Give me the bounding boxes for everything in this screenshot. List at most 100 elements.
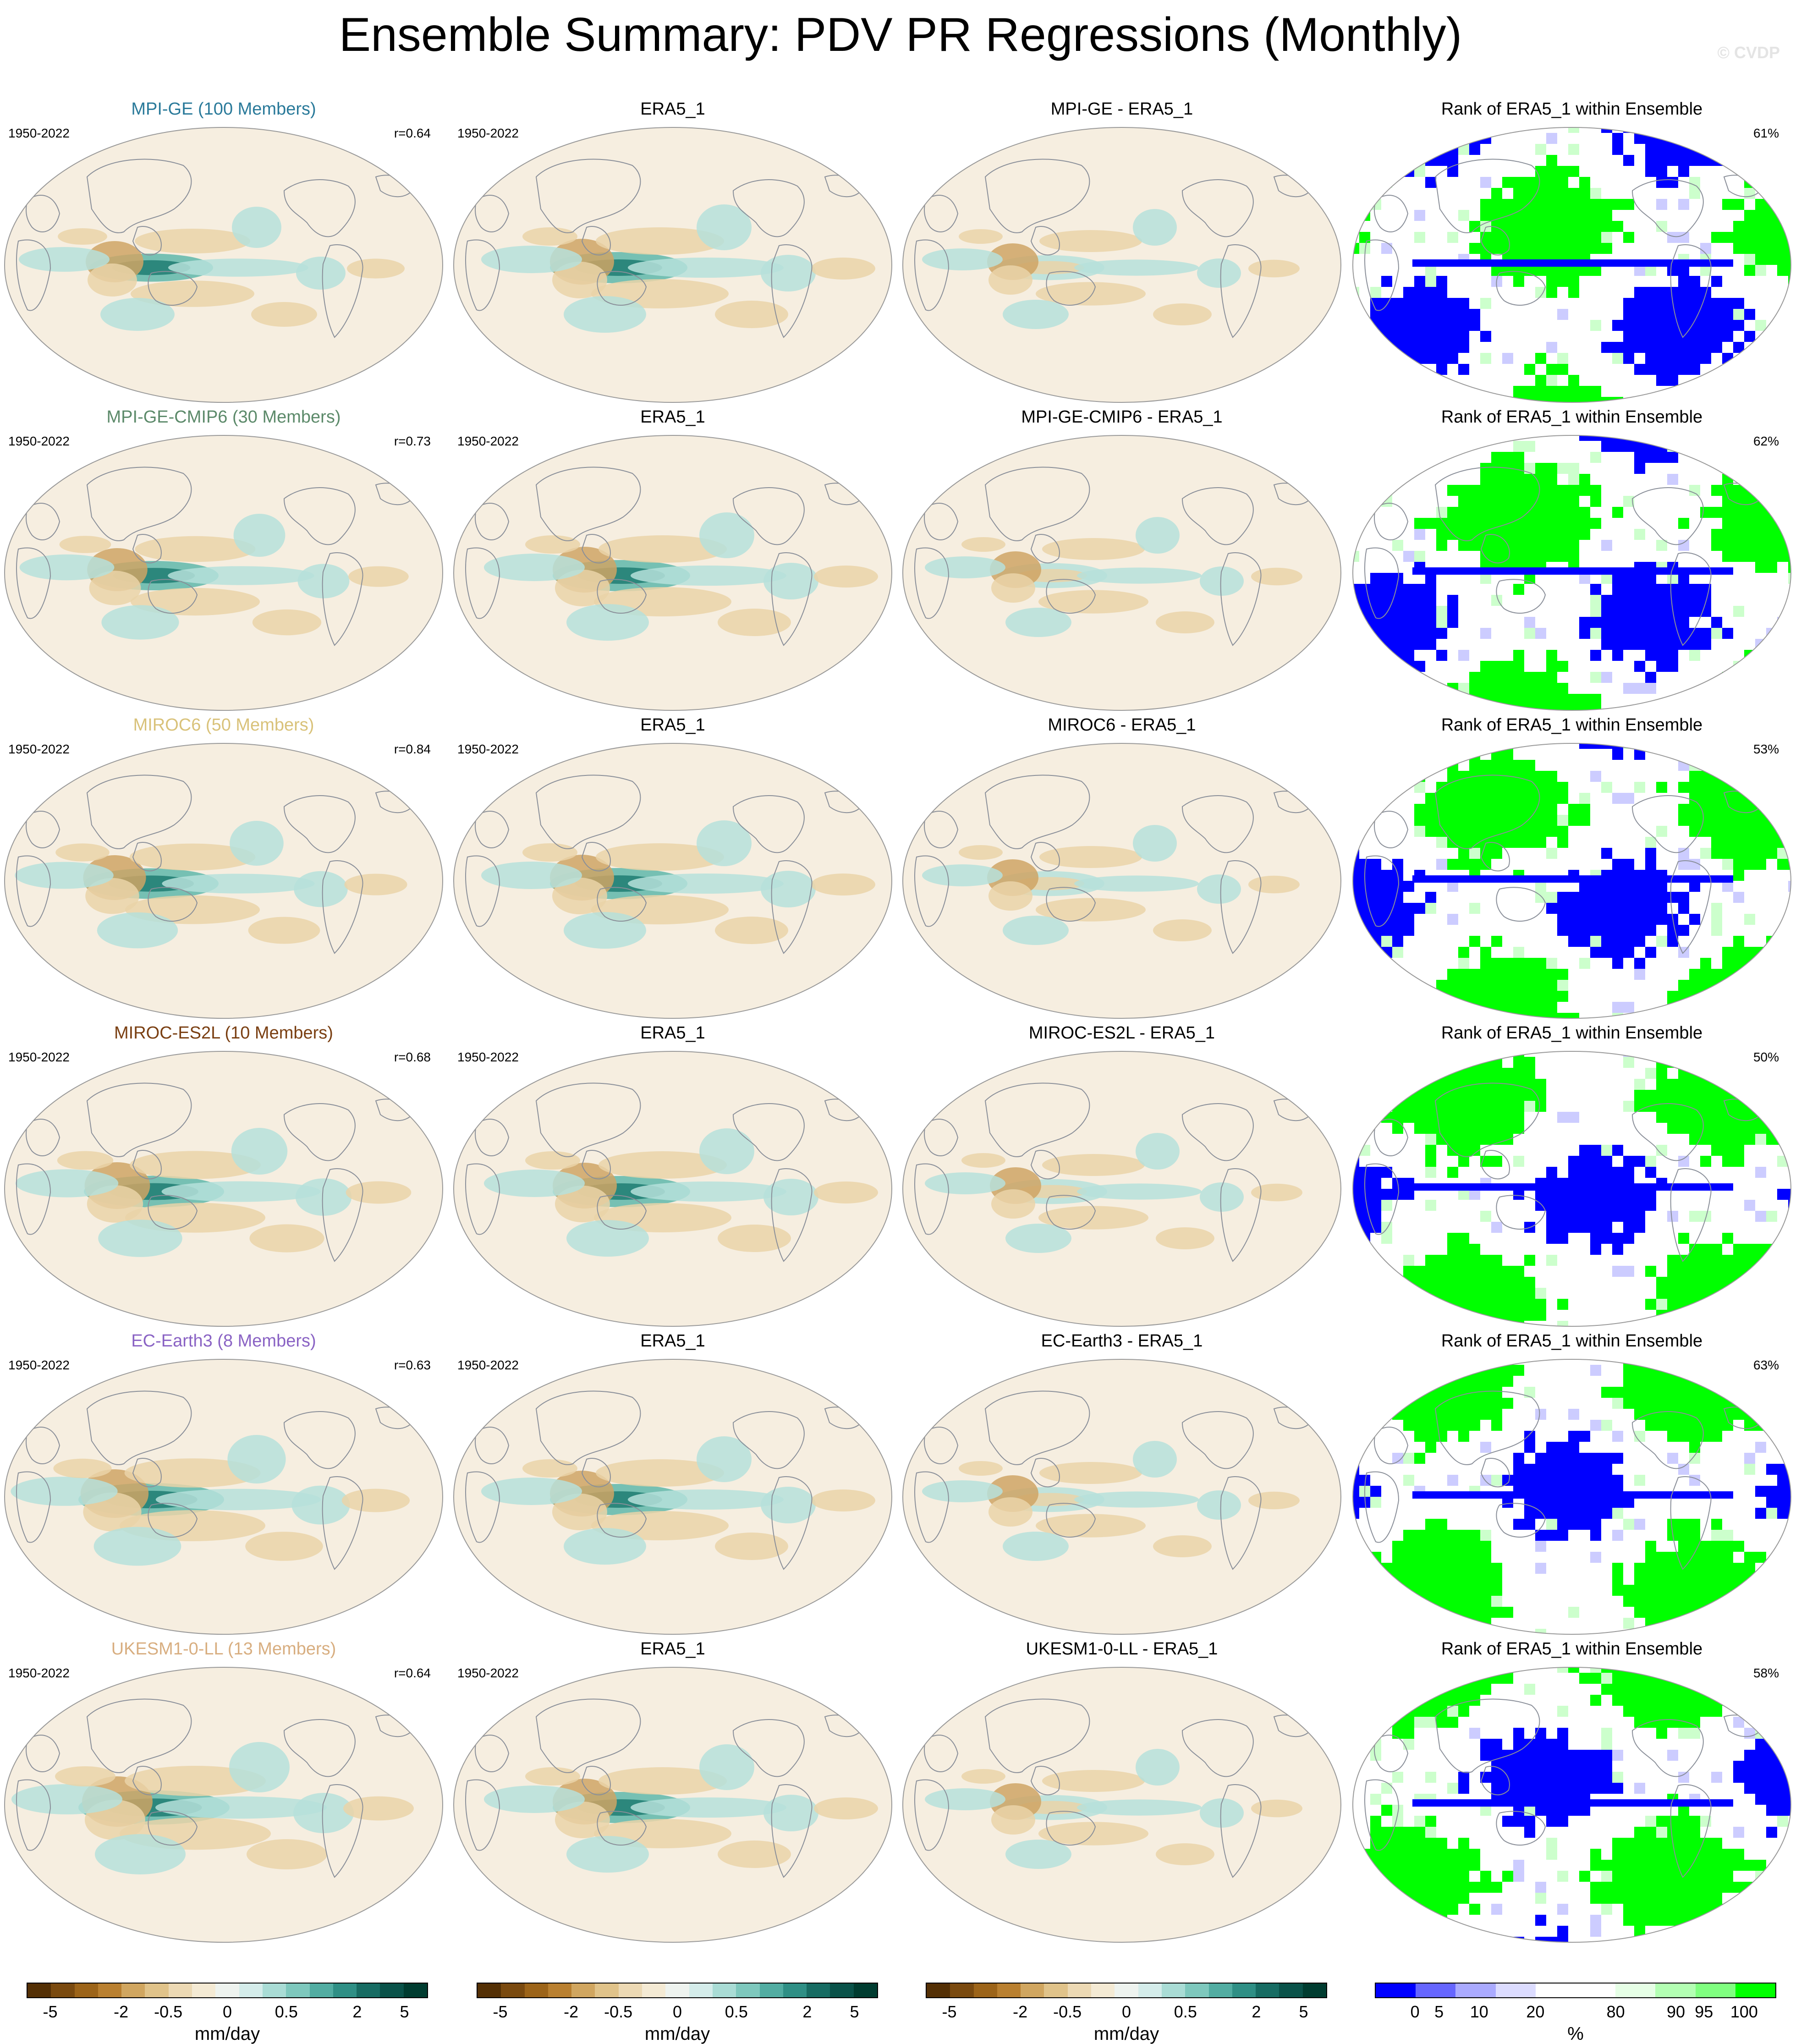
rank-cell <box>1678 1387 1689 1398</box>
rank-cell <box>1601 617 1612 628</box>
rank-cell <box>1381 364 1392 375</box>
rank-cell <box>1579 243 1590 254</box>
rank-cell <box>1546 463 1557 474</box>
rank-cell <box>1601 127 1612 133</box>
rank-cell <box>1392 155 1403 166</box>
rank-cell <box>1700 958 1711 969</box>
rank-cell <box>1359 936 1370 947</box>
rank-cell <box>1414 617 1425 628</box>
rank-cell <box>1546 1530 1557 1541</box>
rank-cell <box>1689 1134 1700 1145</box>
coastline <box>924 1735 959 1772</box>
colorbar-tick-label: -0.5 <box>604 2002 633 2021</box>
rank-cell <box>1711 1937 1722 1942</box>
anomaly-region <box>98 1220 182 1257</box>
rank-cell <box>1491 1255 1502 1266</box>
rank-cell <box>1458 743 1469 749</box>
rank-cell <box>1766 1772 1777 1783</box>
rank-cell <box>1425 1288 1436 1299</box>
rank-cell <box>1744 210 1755 221</box>
rank-cell <box>1645 639 1656 650</box>
colorbar-swatch <box>51 1984 75 1997</box>
rank-cell <box>1425 177 1436 188</box>
rank-cell <box>1700 1695 1711 1706</box>
rank-cell <box>1623 1706 1634 1717</box>
anomaly-region <box>699 512 754 558</box>
rank-cell <box>1755 639 1766 650</box>
coastline <box>86 775 192 849</box>
rank-cell <box>1689 584 1700 595</box>
rank-cell <box>1353 760 1359 771</box>
rank-cell <box>1744 1112 1755 1123</box>
rank-cell <box>1722 1618 1733 1629</box>
rank-cell <box>1353 1596 1359 1607</box>
rank-cell <box>1711 617 1722 628</box>
rank-cell <box>1502 496 1513 507</box>
rank-cell <box>1755 254 1766 265</box>
panel-title: ERA5_1 <box>640 99 705 119</box>
rank-cell <box>1491 1574 1502 1585</box>
rank-cell <box>1447 1233 1458 1244</box>
rank-cell <box>1353 650 1359 661</box>
rank-cell <box>1744 1398 1755 1409</box>
rank-cell <box>1766 1673 1777 1684</box>
rank-cell <box>1403 298 1414 309</box>
rank-cell <box>1480 496 1491 507</box>
rank-cell <box>1557 914 1568 925</box>
colorbar-swatch <box>1302 1984 1327 1997</box>
rank-cell <box>1414 144 1425 155</box>
rank-cell <box>1469 991 1480 1002</box>
rank-cell <box>1568 1200 1579 1211</box>
rank-cell <box>1546 1816 1557 1827</box>
rank-cell <box>1656 1695 1667 1706</box>
rank-cell <box>1513 1871 1524 1882</box>
rank-cell <box>1623 1387 1634 1398</box>
rank-cell <box>1458 1387 1469 1398</box>
rank-cell <box>1744 1277 1755 1288</box>
rank-cell <box>1414 1123 1425 1134</box>
rank-cell <box>1436 1255 1447 1266</box>
rank-cell <box>1414 1838 1425 1849</box>
rank-cell <box>1425 1376 1436 1387</box>
rank-cell <box>1480 1398 1491 1409</box>
rank-cell <box>1353 221 1359 232</box>
rank-cell <box>1711 342 1722 353</box>
rank-cell <box>1656 1563 1667 1574</box>
rank-cell <box>1535 188 1546 199</box>
rank-cell <box>1414 1277 1425 1288</box>
rank-cell <box>1359 1145 1370 1156</box>
rank-cell <box>1458 507 1469 518</box>
rank-cell <box>1392 947 1403 958</box>
rank-cell <box>1711 1519 1722 1530</box>
rank-cell <box>1491 551 1502 562</box>
rank-cell <box>1766 958 1777 969</box>
model-panel: UKESM1-0-LL (13 Members) 1950-2022 r=0.64 <box>0 1638 447 1948</box>
rank-cell <box>1458 1838 1469 1849</box>
coastline <box>322 1168 363 1262</box>
rank-cell <box>1700 595 1711 606</box>
coastline <box>1181 795 1254 853</box>
rank-cell <box>1645 1541 1656 1552</box>
rank-cell <box>1711 1310 1722 1321</box>
coastline <box>1434 775 1540 849</box>
rank-cell <box>1381 342 1392 353</box>
rank-cell <box>1612 1211 1623 1222</box>
rank-cell <box>1579 1464 1590 1475</box>
rank-cell <box>1524 529 1535 540</box>
rank-cell <box>1700 1673 1711 1684</box>
rank-cell <box>1557 1750 1568 1761</box>
rank-cell <box>1733 386 1744 397</box>
rank-cell <box>1733 892 1744 903</box>
rank-cell <box>1601 221 1612 232</box>
rank-cell <box>1436 155 1447 166</box>
rank-cell <box>1568 1431 1579 1442</box>
rank-cell <box>1601 628 1612 639</box>
rank-cell <box>1535 694 1546 705</box>
rank-cell <box>1458 771 1469 782</box>
rank-cell <box>1381 1112 1392 1123</box>
coastline <box>581 1766 611 1796</box>
rank-cell <box>1645 309 1656 320</box>
rank-cell <box>1491 188 1502 199</box>
rank-cell <box>1689 441 1700 452</box>
anomaly-region <box>925 1172 1005 1194</box>
